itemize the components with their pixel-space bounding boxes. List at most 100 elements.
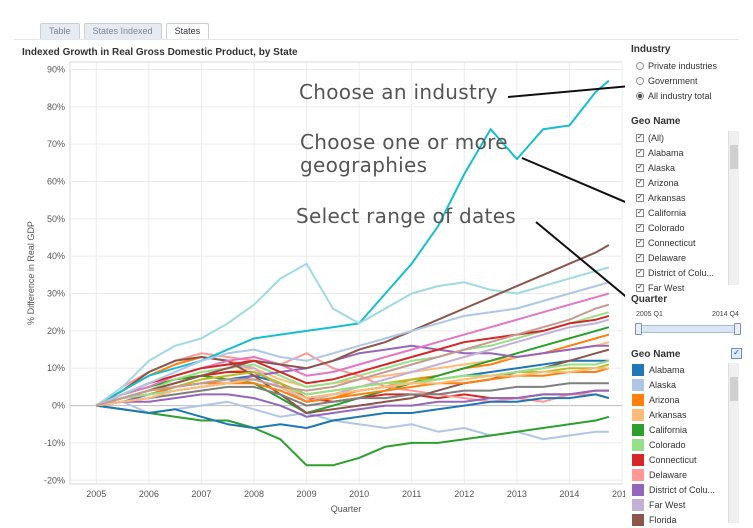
geo-filter-item-label: District of Colu...	[648, 268, 715, 278]
y-tick-label: 60%	[47, 177, 65, 187]
geo-filter-item[interactable]: ✓ District of Colu...	[636, 266, 714, 280]
checkbox-checked-icon: ✓	[636, 239, 644, 247]
legend-item-label: Florida	[649, 514, 677, 525]
x-tick-label: 2009	[297, 489, 317, 499]
x-tick-label: 2013	[507, 489, 527, 499]
series-line[interactable]	[96, 367, 609, 407]
legend-item[interactable]: District of Colu...	[632, 482, 715, 497]
annotation-arrow	[535, 221, 625, 298]
industry-option-private[interactable]: Private industries	[636, 59, 717, 73]
scrollbar-thumb[interactable]	[730, 377, 738, 401]
x-tick-label: 2011	[402, 489, 421, 499]
legend-item-label: Colorado	[649, 439, 686, 450]
legend-item[interactable]: Florida	[632, 512, 677, 527]
legend-swatch	[632, 468, 644, 481]
tab-divider	[14, 39, 739, 40]
tab-table[interactable]: Table	[40, 23, 80, 39]
industry-option-all[interactable]: All industry total	[636, 89, 712, 103]
radio-selected-icon	[636, 92, 644, 100]
quarter-range-slider[interactable]	[635, 323, 741, 335]
checkbox-checked-icon: ✓	[636, 194, 644, 202]
geo-filter-scrollbar[interactable]	[728, 131, 739, 285]
series-line[interactable]	[96, 303, 610, 407]
legend-swatch	[632, 483, 644, 496]
legend-item[interactable]: Alabama	[632, 362, 685, 377]
radio-icon	[636, 77, 644, 85]
geo-filter-item[interactable]: ✓ Alaska	[636, 161, 675, 175]
geo-filter-item[interactable]: ✓ Connecticut	[636, 236, 696, 250]
legend-swatch	[632, 408, 644, 421]
x-tick-label: 2007	[191, 489, 211, 499]
checkbox-checked-icon: ✓	[636, 209, 644, 217]
y-tick-label: 90%	[47, 64, 65, 74]
legend-item[interactable]: Arkansas	[632, 407, 687, 422]
line-chart: -20% -10% 0% 10% 20% 30% 40% 50% 60% 70% 80% 90% 200…	[26, 61, 625, 514]
legend-item[interactable]: Alaska	[632, 377, 676, 392]
series-line[interactable]	[96, 404, 610, 467]
geo-filter-item[interactable]: ✓ Arkansas	[636, 191, 686, 205]
checkbox-checked-icon: ✓	[636, 224, 644, 232]
y-tick-label: -10%	[44, 438, 65, 448]
series-line[interactable]	[96, 244, 610, 407]
x-tick-label: 2006	[139, 489, 159, 499]
legend-scrollbar[interactable]	[728, 363, 739, 523]
slider-end-handle[interactable]	[734, 323, 741, 335]
annotation-arrow	[521, 157, 625, 203]
y-tick-label: 10%	[47, 363, 65, 373]
series-line[interactable]	[96, 389, 609, 418]
scrollbar-thumb[interactable]	[730, 145, 738, 169]
legend-item[interactable]: Connecticut	[632, 452, 697, 467]
x-axis-title: Quarter	[331, 504, 362, 514]
geo-filter-item[interactable]: ✓ Alabama	[636, 146, 684, 160]
legend-swatch	[632, 498, 644, 511]
legend-swatch	[632, 393, 644, 406]
y-tick-label: 50%	[47, 214, 65, 224]
legend-swatch	[632, 423, 644, 436]
geo-filter-item[interactable]: ✓ Delaware	[636, 251, 686, 265]
industry-filter-title: Industry	[631, 44, 671, 55]
y-tick-label: 30%	[47, 289, 65, 299]
legend-swatch	[632, 378, 644, 391]
series-line[interactable]	[96, 393, 610, 429]
legend-item-label: California	[649, 424, 688, 435]
series-line[interactable]	[95, 281, 610, 407]
geo-filter-item[interactable]: ✓ (All)	[636, 131, 664, 145]
chart-title: Indexed Growth in Real Gross Domestic Pr…	[22, 47, 298, 58]
legend-item[interactable]: Colorado	[632, 437, 686, 452]
annotation-dates: Select range of dates	[296, 204, 517, 228]
legend-item-label: Far West	[649, 499, 686, 510]
geo-filter-item-label: Connecticut	[648, 238, 696, 248]
geo-filter-item[interactable]: ✓ Arizona	[636, 176, 679, 190]
geo-filter-item[interactable]: ✓ Far West	[636, 281, 684, 295]
geo-filter-title: Geo Name	[631, 116, 681, 127]
geo-filter-item-label: (All)	[648, 133, 664, 143]
legend-item[interactable]: Far West	[632, 497, 685, 512]
annotation-arrow	[507, 85, 625, 98]
slider-start-handle[interactable]	[635, 323, 642, 335]
legend-item[interactable]: Arizona	[632, 392, 680, 407]
tab-states-indexed[interactable]: States Indexed	[83, 23, 162, 39]
legend-item[interactable]: California	[632, 422, 687, 437]
legend-swatch	[632, 513, 644, 526]
industry-option-government[interactable]: Government	[636, 74, 698, 88]
series-line[interactable]	[96, 382, 609, 407]
series-line[interactable]	[96, 400, 609, 441]
y-tick-label: 40%	[47, 251, 65, 261]
y-tick-label: 70%	[47, 139, 65, 149]
geo-filter-item[interactable]: ✓ California	[636, 206, 686, 220]
series-line[interactable]	[95, 352, 610, 407]
radio-icon	[636, 62, 644, 70]
annotation-industry: Choose an industry	[299, 80, 498, 104]
chart-axes: -20% -10% 0% 10% 20% 30% 40% 50% 60% 70% 80% 90% 200…	[26, 64, 625, 514]
legend-item-label: Connecticut	[649, 454, 697, 465]
tab-states[interactable]: States	[165, 23, 210, 39]
legend-highlight-toggle-icon[interactable]: ✓	[731, 348, 742, 359]
plot-area	[69, 61, 623, 485]
legend-item[interactable]: Delaware	[632, 467, 687, 482]
x-tick-label: 2008	[244, 489, 264, 499]
series-line[interactable]	[95, 262, 610, 407]
geo-filter-item[interactable]: ✓ Colorado	[636, 221, 685, 235]
checkbox-checked-icon: ✓	[636, 254, 644, 262]
series-line[interactable]	[95, 314, 610, 407]
geo-filter-item-label: California	[648, 208, 687, 218]
